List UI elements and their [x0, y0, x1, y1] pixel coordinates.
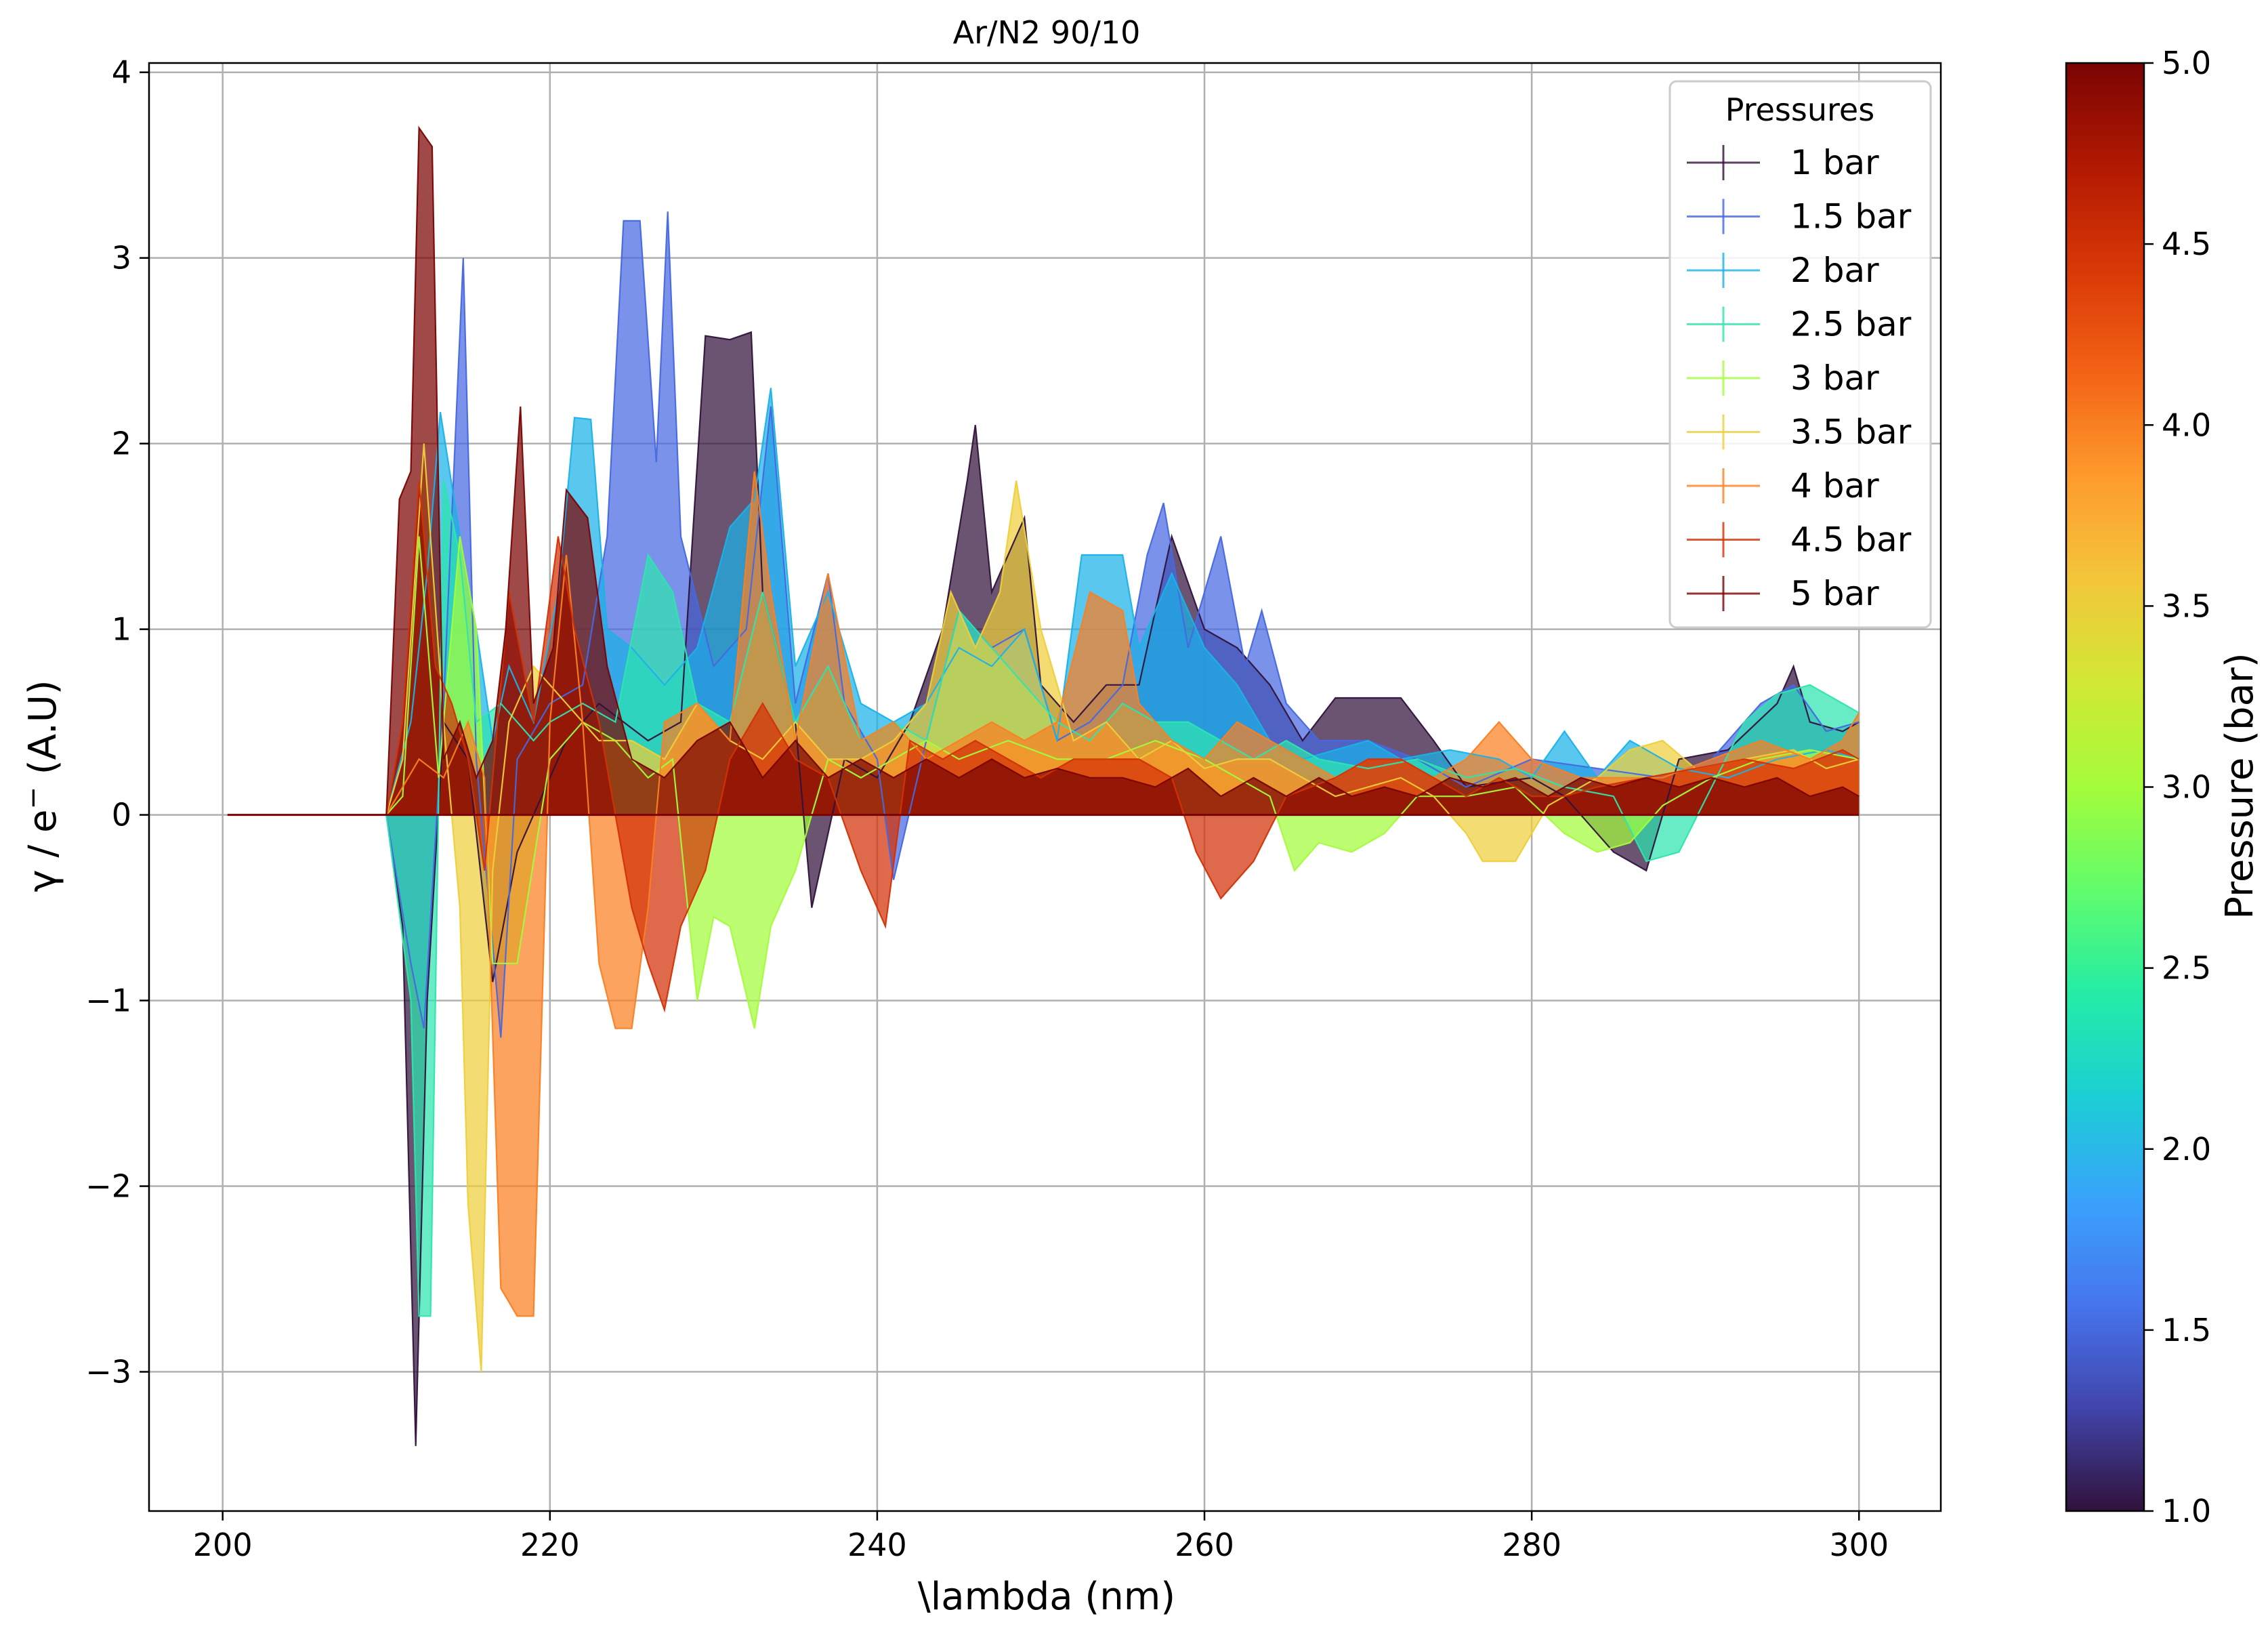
series-line-6 [227, 471, 1860, 1317]
series-line-2 [227, 388, 1860, 816]
legend-label-2: 2 bar [1790, 251, 1879, 290]
y-tick-label-7: 4 [112, 54, 131, 91]
series-areas [227, 127, 1860, 1447]
x-axis-ticks: 200 220 240 260 280 300 [193, 1511, 1889, 1563]
colorbar-ticks: 1.0 1.5 2.0 2.5 3.0 3.5 4.0 4.5 5.0 [2144, 45, 2211, 1529]
series-line-7 [227, 480, 1860, 1013]
legend-entry-4: 3 bar [1687, 358, 1879, 398]
series-area-7 [227, 480, 1860, 1010]
y-axis-label-superscript: − [18, 787, 49, 810]
x-axis-label: \lambda (nm) [918, 1575, 1175, 1619]
y-tick-label-5: 2 [112, 426, 131, 462]
colorbar-label: Pressure (bar) [2218, 653, 2262, 919]
legend-label-6: 4 bar [1790, 466, 1879, 505]
colorbar-tick-label-5: 3.5 [2162, 587, 2211, 624]
series-line-8 [227, 125, 1860, 816]
legend-entry-3: 2.5 bar [1687, 305, 1912, 344]
legend-label-4: 3 bar [1790, 358, 1879, 398]
legend-label-3: 2.5 bar [1790, 305, 1912, 344]
y-axis-label-main: γ / e [21, 810, 65, 892]
colorbar-tick-label-8: 5.0 [2162, 45, 2211, 81]
y-tick-label-6: 3 [112, 240, 131, 276]
legend-entry-6: 4 bar [1687, 466, 1879, 505]
colorbar-gradient [2065, 62, 2145, 1512]
series-line-4 [227, 536, 1860, 1029]
legend-entry-5: 3.5 bar [1687, 413, 1912, 452]
y-axis-ticks: −3 −2 −1 0 1 2 3 4 [85, 54, 149, 1390]
x-tick-label-3: 260 [1175, 1527, 1234, 1563]
series-line-3 [227, 480, 1860, 1317]
colorbar-tick-label-4: 3.0 [2162, 769, 2211, 806]
legend-entry-1: 1.5 bar [1687, 197, 1912, 236]
legend-label-1: 1.5 bar [1790, 197, 1912, 236]
legend-entry-8: 5 bar [1687, 574, 1879, 613]
series-area-8 [227, 127, 1860, 815]
legend-title: Pressures [1725, 91, 1874, 128]
colorbar-tick-label-7: 4.5 [2162, 226, 2211, 262]
y-tick-label-2: −1 [85, 983, 131, 1019]
legend-entry-0: 1 bar [1687, 143, 1879, 182]
plot-frame [148, 62, 1942, 1512]
y-tick-label-0: −3 [85, 1354, 131, 1390]
series-line-0 [227, 331, 1860, 1447]
x-tick-label-2: 240 [847, 1527, 907, 1563]
x-tick-label-0: 200 [193, 1527, 253, 1563]
series-area-1 [227, 211, 1860, 1038]
y-axis-label: γ / e− (A.U) [18, 680, 65, 892]
y-tick-label-4: 1 [112, 611, 131, 648]
legend-entries: 1 bar 1.5 bar 2 bar 2.5 bar 3 bar 3.5 bar 4 ba… [1687, 143, 1912, 613]
colorbar-tick-label-2: 2.0 [2162, 1131, 2211, 1167]
x-tick-label-4: 280 [1502, 1527, 1561, 1563]
legend-entry-7: 4.5 bar [1687, 520, 1912, 560]
series-line-5 [227, 443, 1860, 1372]
series-lines [227, 125, 1860, 1447]
series-area-3 [227, 480, 1860, 1317]
colorbar: 1.0 1.5 2.0 2.5 3.0 3.5 4.0 4.5 5.0 Pressure (ba… [2065, 45, 2262, 1529]
chart-title: Ar/N2 90/10 [953, 14, 1141, 51]
y-axis-label-unit: (A.U) [21, 680, 65, 787]
colorbar-tick-label-6: 4.0 [2162, 407, 2211, 443]
colorbar-tick-label-0: 1.0 [2162, 1493, 2211, 1529]
legend-label-8: 5 bar [1790, 574, 1879, 613]
colorbar-tick-label-1: 1.5 [2162, 1312, 2211, 1348]
x-tick-label-5: 300 [1829, 1527, 1889, 1563]
y-tick-label-3: 0 [112, 797, 131, 833]
legend: Pressures 1 bar 1.5 bar 2 bar 2.5 bar 3 bar 3… [1668, 80, 1932, 629]
y-tick-label-1: −2 [85, 1168, 131, 1205]
x-tick-label-1: 220 [520, 1527, 580, 1563]
legend-label-5: 3.5 bar [1790, 413, 1912, 452]
legend-box [1668, 80, 1932, 629]
legend-label-7: 4.5 bar [1790, 520, 1912, 560]
legend-entry-2: 2 bar [1687, 251, 1879, 290]
legend-label-0: 1 bar [1790, 143, 1879, 182]
colorbar-tick-label-3: 2.5 [2162, 950, 2211, 987]
